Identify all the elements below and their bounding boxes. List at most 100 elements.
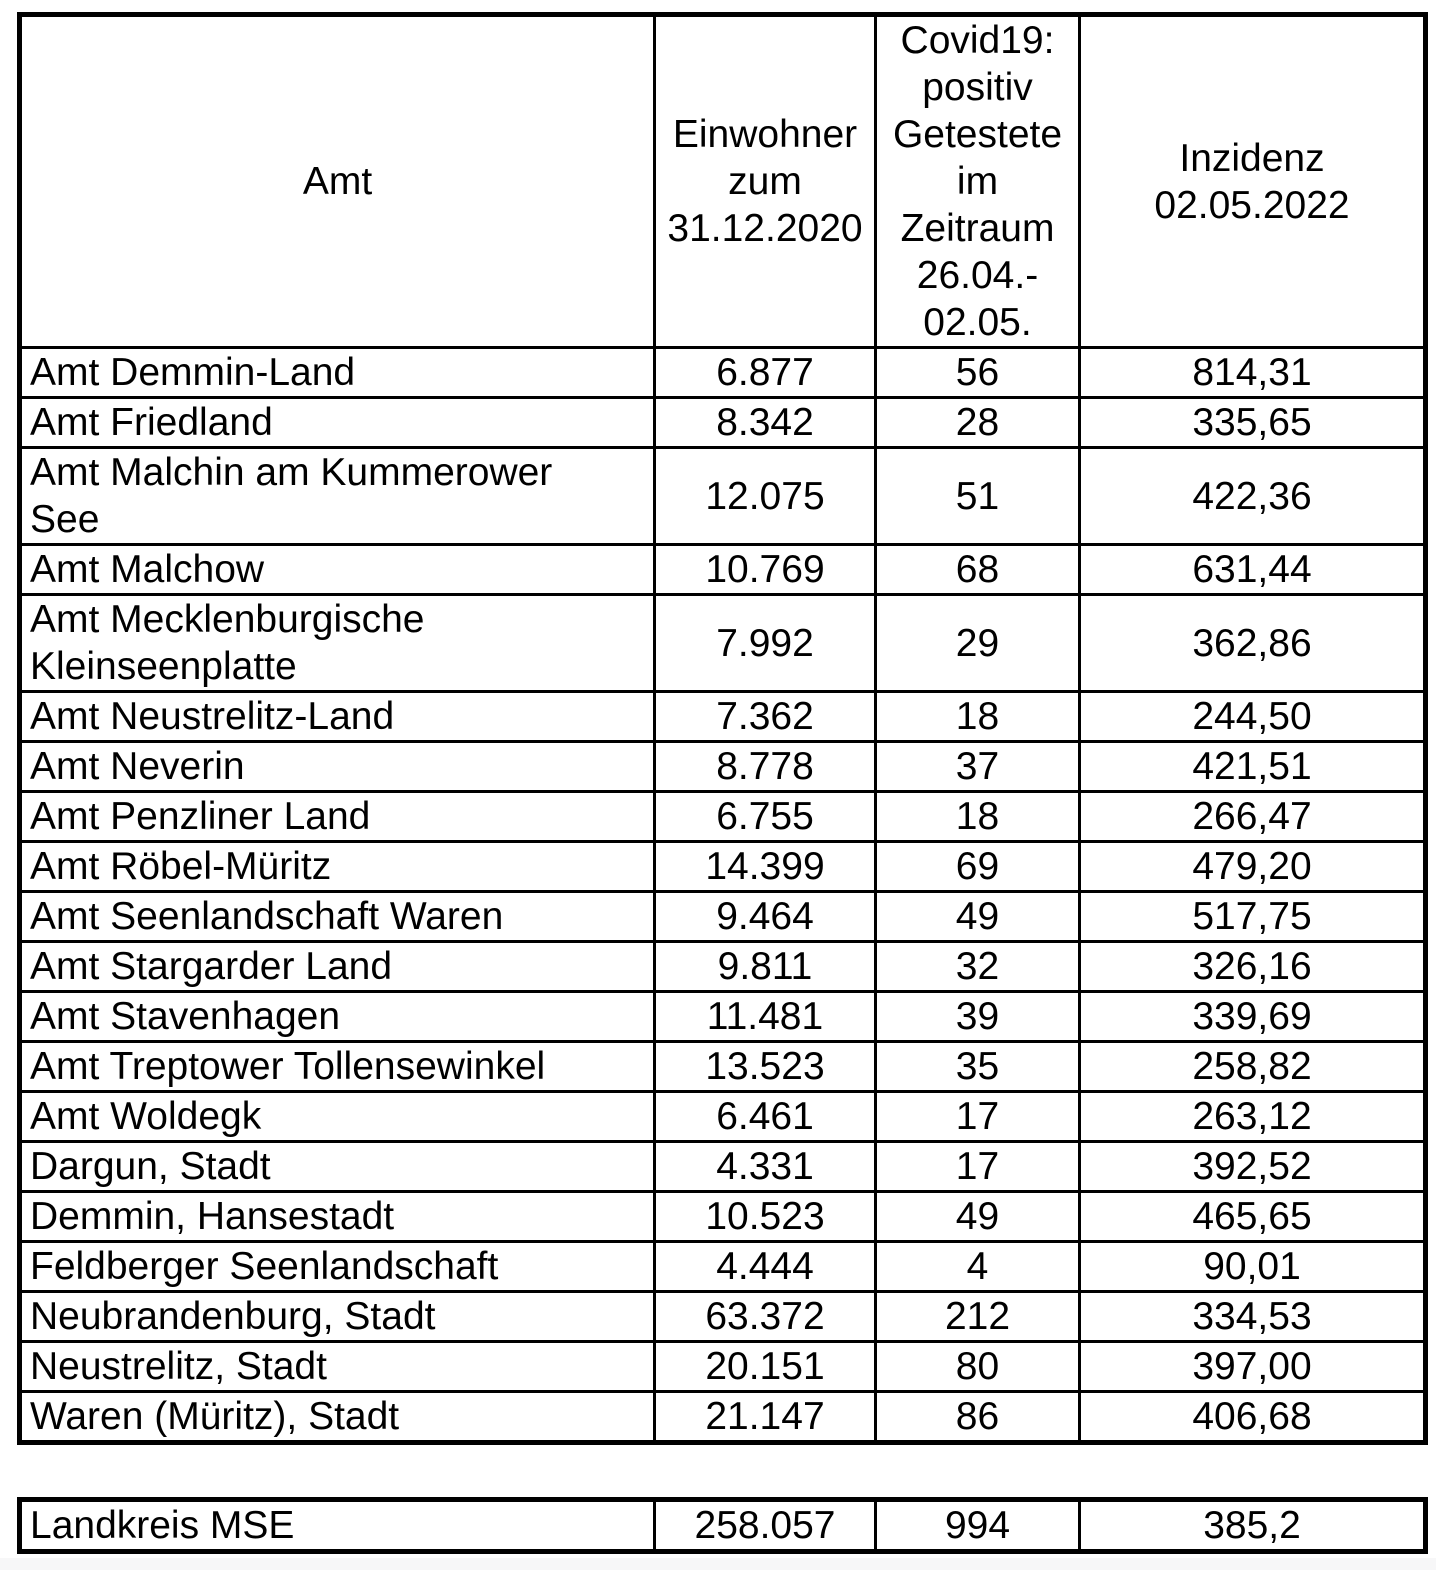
table-row: Amt Treptower Tollensewinkel 13.523 35 2… [18, 1040, 1427, 1093]
cell-einwohner: 8.778 [653, 740, 877, 793]
table-row: Amt Stargarder Land 9.811 32 326,16 [18, 940, 1427, 993]
summary-cell-einwohner: 258.057 [653, 1498, 877, 1553]
summary-cell-amt: Landkreis MSE [18, 1498, 656, 1553]
summary-row: Landkreis MSE 258.057 994 385,2 [18, 1498, 1427, 1553]
cell-positiv: 68 [874, 543, 1081, 596]
cell-einwohner: 20.151 [653, 1340, 877, 1393]
cell-einwohner: 10.523 [653, 1190, 877, 1243]
table-row: Amt Röbel-Müritz 14.399 69 479,20 [18, 840, 1427, 893]
cell-inzidenz: 421,51 [1078, 740, 1427, 793]
cell-inzidenz: 244,50 [1078, 690, 1427, 743]
cell-amt: Amt Penzliner Land [18, 790, 656, 843]
cell-inzidenz: 517,75 [1078, 890, 1427, 943]
cell-inzidenz: 339,69 [1078, 990, 1427, 1043]
cell-einwohner: 7.362 [653, 690, 877, 743]
summary-cell-inzidenz: 385,2 [1078, 1498, 1427, 1553]
cell-einwohner: 6.461 [653, 1090, 877, 1143]
cell-amt: Amt Röbel-Müritz [18, 840, 656, 893]
summary-cell-positiv: 994 [874, 1498, 1081, 1553]
cell-amt: Dargun, Stadt [18, 1140, 656, 1193]
cell-positiv: 86 [874, 1390, 1081, 1444]
cell-inzidenz: 263,12 [1078, 1090, 1427, 1143]
cell-inzidenz: 479,20 [1078, 840, 1427, 893]
summary-table: Landkreis MSE 258.057 994 385,2 [17, 1497, 1428, 1554]
cell-positiv: 32 [874, 940, 1081, 993]
cell-einwohner: 10.769 [653, 543, 877, 596]
table-row: Amt Woldegk 6.461 17 263,12 [18, 1090, 1427, 1143]
cell-inzidenz: 465,65 [1078, 1190, 1427, 1243]
cell-positiv: 212 [874, 1290, 1081, 1343]
cell-positiv: 18 [874, 790, 1081, 843]
column-header-amt: Amt [18, 13, 656, 349]
cell-inzidenz: 422,36 [1078, 446, 1427, 546]
cell-einwohner: 4.331 [653, 1140, 877, 1193]
table-row: Feldberger Seenlandschaft 4.444 4 90,01 [18, 1240, 1427, 1293]
cell-amt: Amt Treptower Tollensewinkel [18, 1040, 656, 1093]
cell-amt: Amt Stavenhagen [18, 990, 656, 1043]
cell-positiv: 29 [874, 593, 1081, 693]
cell-positiv: 49 [874, 1190, 1081, 1243]
cell-inzidenz: 362,86 [1078, 593, 1427, 693]
incidence-table: Amt Einwohner zum 31.12.2020 Covid19: po… [17, 12, 1428, 1445]
cell-positiv: 39 [874, 990, 1081, 1043]
cell-amt: Amt Stargarder Land [18, 940, 656, 993]
cell-amt: Amt Woldegk [18, 1090, 656, 1143]
column-header-inzidenz: Inzidenz 02.05.2022 [1078, 13, 1427, 349]
table-row: Amt Friedland 8.342 28 335,65 [18, 396, 1427, 449]
cell-inzidenz: 90,01 [1078, 1240, 1427, 1293]
cell-inzidenz: 814,31 [1078, 346, 1427, 399]
cell-einwohner: 21.147 [653, 1390, 877, 1444]
cell-positiv: 35 [874, 1040, 1081, 1093]
table-row: Amt Penzliner Land 6.755 18 266,47 [18, 790, 1427, 843]
cell-inzidenz: 397,00 [1078, 1340, 1427, 1393]
table-row: Demmin, Hansestadt 10.523 49 465,65 [18, 1190, 1427, 1243]
cell-positiv: 51 [874, 446, 1081, 546]
table-row: Amt Malchin am Kummerower See 12.075 51 … [18, 446, 1427, 546]
cell-inzidenz: 258,82 [1078, 1040, 1427, 1093]
cell-inzidenz: 334,53 [1078, 1290, 1427, 1343]
table-row: Neustrelitz, Stadt 20.151 80 397,00 [18, 1340, 1427, 1393]
table-row: Amt Malchow 10.769 68 631,44 [18, 543, 1427, 596]
cell-positiv: 28 [874, 396, 1081, 449]
cell-amt: Amt Malchin am Kummerower See [18, 446, 656, 546]
table-row: Amt Neustrelitz-Land 7.362 18 244,50 [18, 690, 1427, 743]
cell-positiv: 37 [874, 740, 1081, 793]
cell-amt: Amt Mecklenburgische Kleinseenplatte [18, 593, 656, 693]
column-header-positiv: Covid19: positiv Getestete im Zeitraum 2… [874, 13, 1081, 349]
cell-einwohner: 9.464 [653, 890, 877, 943]
cell-amt: Amt Seenlandschaft Waren [18, 890, 656, 943]
cell-einwohner: 7.992 [653, 593, 877, 693]
table-row: Waren (Müritz), Stadt 21.147 86 406,68 [18, 1390, 1427, 1444]
table-row: Dargun, Stadt 4.331 17 392,52 [18, 1140, 1427, 1193]
cell-positiv: 69 [874, 840, 1081, 893]
cell-positiv: 17 [874, 1140, 1081, 1193]
cell-einwohner: 4.444 [653, 1240, 877, 1293]
cell-einwohner: 13.523 [653, 1040, 877, 1093]
cell-positiv: 49 [874, 890, 1081, 943]
cell-amt: Neustrelitz, Stadt [18, 1340, 656, 1393]
cell-inzidenz: 392,52 [1078, 1140, 1427, 1193]
page-bottom-edge [0, 1558, 1436, 1570]
cell-inzidenz: 266,47 [1078, 790, 1427, 843]
cell-amt: Amt Neustrelitz-Land [18, 690, 656, 743]
cell-amt: Amt Friedland [18, 396, 656, 449]
cell-positiv: 56 [874, 346, 1081, 399]
table-row: Neubrandenburg, Stadt 63.372 212 334,53 [18, 1290, 1427, 1343]
table-row: Amt Mecklenburgische Kleinseenplatte 7.9… [18, 593, 1427, 693]
cell-amt: Demmin, Hansestadt [18, 1190, 656, 1243]
table-row: Amt Demmin-Land 6.877 56 814,31 [18, 346, 1427, 399]
cell-amt: Amt Malchow [18, 543, 656, 596]
column-header-einwohner: Einwohner zum 31.12.2020 [653, 13, 877, 349]
cell-inzidenz: 406,68 [1078, 1390, 1427, 1444]
cell-amt: Amt Neverin [18, 740, 656, 793]
table-row: Amt Stavenhagen 11.481 39 339,69 [18, 990, 1427, 1043]
cell-amt: Feldberger Seenlandschaft [18, 1240, 656, 1293]
cell-einwohner: 9.811 [653, 940, 877, 993]
cell-einwohner: 8.342 [653, 396, 877, 449]
cell-positiv: 17 [874, 1090, 1081, 1143]
table-row: Amt Seenlandschaft Waren 9.464 49 517,75 [18, 890, 1427, 943]
cell-amt: Amt Demmin-Land [18, 346, 656, 399]
cell-inzidenz: 326,16 [1078, 940, 1427, 993]
cell-amt: Neubrandenburg, Stadt [18, 1290, 656, 1343]
